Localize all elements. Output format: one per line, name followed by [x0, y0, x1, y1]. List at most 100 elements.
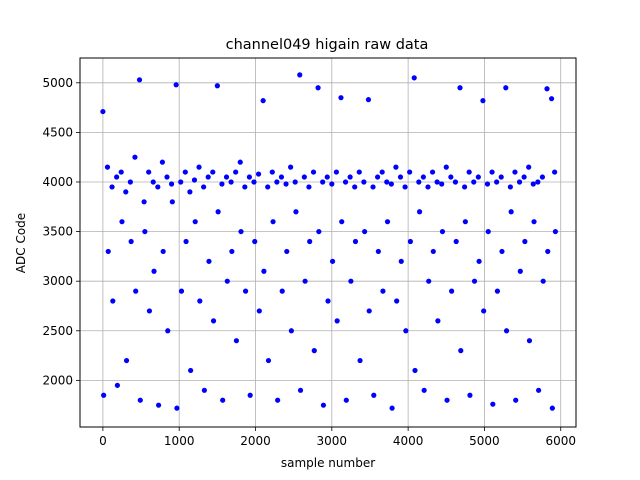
data-point	[275, 397, 281, 403]
data-point	[201, 184, 207, 190]
data-point	[489, 169, 495, 175]
y-tick-label: 3000	[42, 274, 73, 288]
x-tick-label: 2000	[240, 434, 271, 448]
data-point	[155, 184, 161, 190]
data-point	[412, 367, 418, 374]
data-point	[284, 248, 290, 255]
data-point	[320, 402, 327, 408]
data-point	[498, 174, 504, 180]
data-point	[526, 338, 533, 344]
data-point	[334, 318, 340, 324]
data-point	[283, 181, 289, 187]
x-tick-label: 3000	[317, 434, 348, 448]
data-point	[325, 298, 331, 304]
data-point	[333, 169, 339, 175]
data-point	[517, 268, 523, 274]
data-point	[118, 169, 124, 175]
data-point	[168, 181, 175, 187]
data-point	[485, 228, 491, 235]
data-point	[343, 397, 349, 403]
data-point	[288, 328, 294, 334]
data-point	[165, 328, 171, 334]
data-point	[471, 179, 477, 185]
data-point	[466, 169, 472, 175]
data-point	[205, 174, 211, 180]
data-point	[490, 401, 496, 407]
data-point	[552, 169, 558, 175]
data-point	[293, 209, 299, 215]
y-tick-label: 3500	[42, 225, 73, 239]
data-point	[444, 397, 450, 403]
data-point	[219, 181, 225, 187]
data-point	[109, 184, 115, 190]
data-point	[223, 174, 230, 180]
data-point	[393, 164, 399, 170]
data-point	[274, 179, 280, 185]
data-point	[536, 387, 542, 393]
data-point	[397, 174, 404, 180]
data-point	[425, 184, 431, 190]
x-tick-label: 5000	[469, 434, 500, 448]
data-point	[379, 169, 385, 175]
data-point	[420, 174, 426, 180]
data-point	[545, 248, 551, 255]
data-point	[197, 298, 203, 304]
data-point	[133, 288, 139, 294]
data-point	[297, 72, 303, 78]
data-point	[513, 397, 519, 403]
data-point	[402, 184, 408, 190]
data-point	[206, 258, 212, 264]
data-point	[530, 181, 536, 187]
y-tick-label: 4000	[42, 175, 73, 189]
data-point	[426, 278, 432, 284]
data-point	[434, 179, 440, 185]
y-tick-label: 5000	[42, 76, 73, 90]
data-point	[380, 288, 386, 294]
data-point	[196, 164, 202, 170]
data-point	[484, 181, 491, 187]
data-point	[136, 77, 143, 83]
data-point	[146, 169, 152, 175]
data-point	[151, 268, 157, 274]
data-point	[407, 169, 413, 175]
data-point	[169, 199, 175, 205]
data-point	[467, 392, 473, 398]
data-point	[552, 228, 558, 235]
data-point	[228, 179, 234, 185]
data-point	[192, 219, 198, 225]
data-point	[100, 108, 106, 115]
data-point	[123, 189, 129, 195]
data-point	[342, 179, 349, 185]
data-point	[539, 174, 546, 180]
data-point	[132, 154, 138, 160]
data-point	[535, 179, 541, 185]
data-point	[307, 238, 313, 245]
data-point	[238, 228, 244, 235]
data-point	[164, 174, 170, 180]
x-tick-label: 6000	[545, 434, 576, 448]
data-point	[233, 338, 240, 344]
data-point	[246, 174, 253, 180]
data-point	[521, 174, 527, 180]
data-point	[214, 83, 220, 89]
data-point	[292, 179, 298, 185]
data-point	[384, 219, 391, 225]
data-point	[187, 189, 193, 195]
data-point	[306, 184, 312, 190]
data-point	[457, 85, 463, 91]
data-point	[210, 169, 216, 175]
data-point	[416, 179, 422, 185]
data-point	[191, 177, 198, 183]
data-point	[178, 288, 185, 294]
data-point	[348, 278, 354, 284]
data-point	[384, 179, 390, 185]
data-point	[443, 164, 449, 170]
data-point	[174, 405, 180, 411]
data-point	[255, 171, 262, 177]
data-point	[155, 402, 162, 408]
data-point	[416, 209, 423, 215]
data-point	[461, 184, 468, 190]
y-tick-label: 2500	[42, 324, 73, 338]
data-point	[439, 181, 445, 187]
data-point	[324, 174, 330, 180]
